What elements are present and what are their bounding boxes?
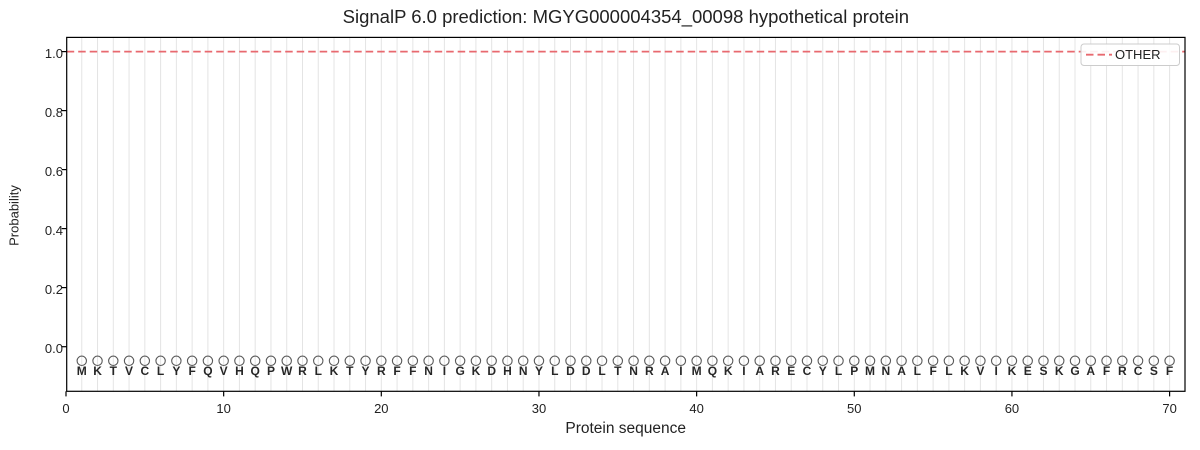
svg-text:A: A xyxy=(661,364,670,378)
svg-text:M: M xyxy=(865,364,875,378)
svg-text:C: C xyxy=(1134,364,1143,378)
svg-text:Y: Y xyxy=(362,364,370,378)
svg-text:R: R xyxy=(298,364,307,378)
svg-text:W: W xyxy=(281,364,293,378)
svg-text:C: C xyxy=(803,364,812,378)
svg-text:V: V xyxy=(976,364,984,378)
svg-text:L: L xyxy=(157,364,164,378)
svg-text:H: H xyxy=(503,364,512,378)
svg-text:H: H xyxy=(235,364,244,378)
svg-text:N: N xyxy=(519,364,528,378)
svg-text:R: R xyxy=(1118,364,1127,378)
svg-text:L: L xyxy=(551,364,558,378)
svg-text:S: S xyxy=(1150,364,1158,378)
svg-text:L: L xyxy=(835,364,842,378)
svg-text:N: N xyxy=(629,364,638,378)
svg-text:I: I xyxy=(443,364,446,378)
svg-text:C: C xyxy=(140,364,149,378)
svg-text:Y: Y xyxy=(819,364,827,378)
svg-text:I: I xyxy=(995,364,998,378)
svg-text:I: I xyxy=(742,364,745,378)
svg-text:V: V xyxy=(220,364,228,378)
svg-text:K: K xyxy=(93,364,102,378)
svg-text:P: P xyxy=(267,364,275,378)
svg-text:L: L xyxy=(914,364,921,378)
svg-text:M: M xyxy=(77,364,87,378)
svg-text:Q: Q xyxy=(203,364,212,378)
svg-text:N: N xyxy=(424,364,433,378)
svg-text:K: K xyxy=(330,364,339,378)
svg-text:K: K xyxy=(724,364,733,378)
svg-text:P: P xyxy=(850,364,858,378)
svg-text:F: F xyxy=(188,364,195,378)
svg-text:L: L xyxy=(598,364,605,378)
svg-text:L: L xyxy=(315,364,322,378)
svg-text:R: R xyxy=(771,364,780,378)
svg-text:A: A xyxy=(755,364,764,378)
svg-text:D: D xyxy=(582,364,591,378)
svg-text:F: F xyxy=(1103,364,1110,378)
svg-text:T: T xyxy=(614,364,622,378)
svg-text:K: K xyxy=(960,364,969,378)
svg-text:V: V xyxy=(125,364,133,378)
svg-text:E: E xyxy=(1024,364,1032,378)
svg-text:T: T xyxy=(346,364,354,378)
svg-text:K: K xyxy=(472,364,481,378)
svg-text:Q: Q xyxy=(708,364,717,378)
svg-text:A: A xyxy=(897,364,906,378)
svg-text:Y: Y xyxy=(535,364,543,378)
svg-text:Y: Y xyxy=(172,364,180,378)
svg-text:OTHER: OTHER xyxy=(1115,47,1161,62)
svg-text:T: T xyxy=(110,364,118,378)
svg-text:G: G xyxy=(1070,364,1079,378)
svg-text:F: F xyxy=(1166,364,1173,378)
svg-text:L: L xyxy=(945,364,952,378)
svg-text:D: D xyxy=(487,364,496,378)
svg-text:I: I xyxy=(679,364,682,378)
svg-text:R: R xyxy=(645,364,654,378)
svg-text:F: F xyxy=(409,364,416,378)
svg-text:F: F xyxy=(393,364,400,378)
svg-text:E: E xyxy=(787,364,795,378)
svg-text:A: A xyxy=(1086,364,1095,378)
svg-text:F: F xyxy=(929,364,936,378)
svg-text:K: K xyxy=(1055,364,1064,378)
svg-text:D: D xyxy=(566,364,575,378)
svg-text:N: N xyxy=(881,364,890,378)
svg-text:R: R xyxy=(377,364,386,378)
svg-text:M: M xyxy=(692,364,702,378)
svg-text:S: S xyxy=(1039,364,1047,378)
svg-text:K: K xyxy=(1008,364,1017,378)
svg-text:G: G xyxy=(455,364,464,378)
svg-text:Q: Q xyxy=(251,364,260,378)
